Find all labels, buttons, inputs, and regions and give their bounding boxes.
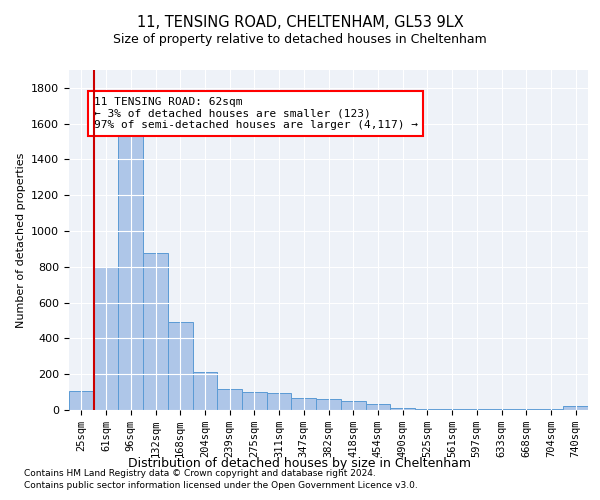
Bar	[365, 404, 390, 410]
Bar	[217, 390, 242, 410]
Text: Contains HM Land Registry data © Crown copyright and database right 2024.: Contains HM Land Registry data © Crown c…	[24, 469, 376, 478]
Bar	[118, 136, 143, 410]
Text: Size of property relative to detached houses in Cheltenham: Size of property relative to detached ho…	[113, 32, 487, 46]
Bar	[514, 409, 539, 410]
Text: 11 TENSING ROAD: 62sqm
← 3% of detached houses are smaller (123)
97% of semi-det: 11 TENSING ROAD: 62sqm ← 3% of detached …	[94, 97, 418, 130]
Text: Distribution of detached houses by size in Cheltenham: Distribution of detached houses by size …	[128, 458, 472, 470]
Text: 11, TENSING ROAD, CHELTENHAM, GL53 9LX: 11, TENSING ROAD, CHELTENHAM, GL53 9LX	[137, 15, 463, 30]
Bar	[94, 267, 118, 410]
Bar	[267, 393, 292, 410]
Bar	[341, 401, 365, 410]
Bar	[464, 409, 489, 410]
Bar	[143, 252, 168, 410]
Bar	[415, 409, 440, 410]
Bar	[390, 408, 415, 410]
Bar	[489, 409, 514, 410]
Bar	[242, 392, 267, 410]
Y-axis label: Number of detached properties: Number of detached properties	[16, 152, 26, 328]
Bar	[316, 400, 341, 410]
Text: Contains public sector information licensed under the Open Government Licence v3: Contains public sector information licen…	[24, 480, 418, 490]
Bar	[69, 391, 94, 410]
Bar	[539, 409, 563, 410]
Bar	[168, 322, 193, 410]
Bar	[292, 398, 316, 410]
Bar	[193, 372, 217, 410]
Bar	[563, 406, 588, 410]
Bar	[440, 409, 464, 410]
